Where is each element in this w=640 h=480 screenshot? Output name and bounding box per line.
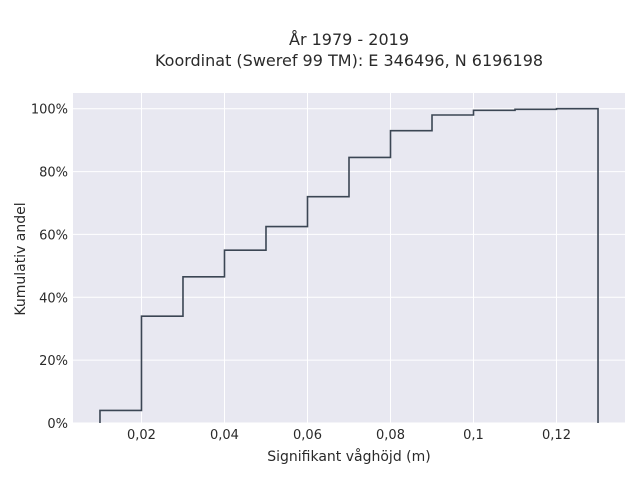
x-tick-label: 0,06 <box>293 428 322 443</box>
axis-ticks: 0,02 0,04 0,06 0,08 0,1 0,12 0% 20% 40% 60% 80% 100… <box>31 103 571 443</box>
x-tick-label: 0,12 <box>542 428 571 443</box>
y-tick-label: 80% <box>39 166 68 181</box>
chart-subtitle: Koordinat (Sweref 99 TM): E 346496, N 61… <box>155 51 543 70</box>
gridlines <box>73 93 625 424</box>
y-axis-label: Kumulativ andel <box>13 202 29 315</box>
chart-title: År 1979 - 2019 <box>289 30 409 49</box>
x-tick-label: 0,08 <box>376 428 405 443</box>
y-tick-label: 60% <box>39 228 68 243</box>
y-tick-label: 20% <box>39 354 68 369</box>
x-tick-label: 0,1 <box>463 428 484 443</box>
y-tick-label: 100% <box>31 103 68 118</box>
cumulative-step-line <box>99 107 599 423</box>
x-tick-label: 0,02 <box>127 428 156 443</box>
y-tick-label: 0% <box>47 417 68 432</box>
x-axis-label: Signifikant våghöjd (m) <box>267 448 430 465</box>
series-layer <box>99 107 599 423</box>
plot-area <box>73 93 625 423</box>
y-tick-label: 40% <box>39 291 68 306</box>
x-tick-label: 0,04 <box>210 428 239 443</box>
